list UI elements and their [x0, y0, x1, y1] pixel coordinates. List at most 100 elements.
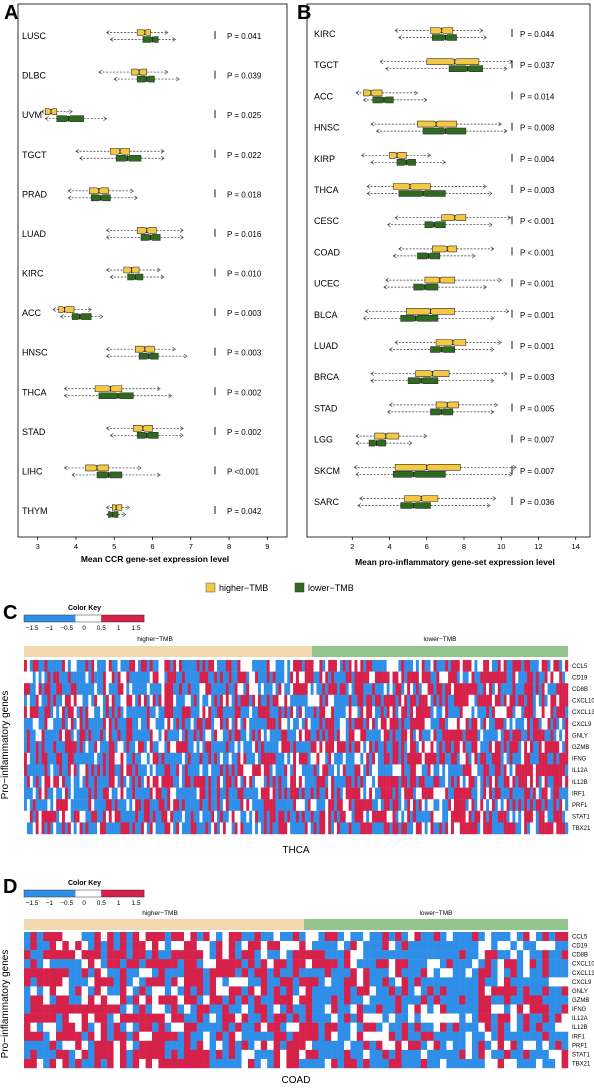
heatmap-cell [105, 660, 110, 672]
heatmap-cell [152, 729, 156, 742]
heatmap-cell [208, 660, 212, 672]
p-value-label: P = 0.004 [520, 155, 555, 164]
heatmap-cell [451, 752, 455, 765]
heatmap-cell [305, 968, 313, 978]
category-label: LUAD [314, 341, 339, 351]
higher-tmb-box [394, 214, 512, 221]
heatmap-cell [298, 822, 303, 835]
heatmap-cell [360, 694, 364, 707]
heatmap-cell [478, 986, 485, 996]
heatmap-cell [216, 977, 223, 987]
heatmap-cell [451, 660, 455, 672]
heatmap-cell [547, 694, 551, 707]
heatmap-cell [231, 718, 235, 730]
heatmap-cell [70, 683, 74, 695]
whisker-cap-high [156, 472, 161, 478]
heatmap-cell [56, 729, 60, 742]
heatmap-cell [139, 1058, 146, 1069]
heatmap-cell [68, 1022, 76, 1032]
heatmap-cell [383, 741, 387, 753]
heatmap-cell [562, 764, 566, 777]
heatmap-cell [35, 706, 39, 719]
heatmap-cell [62, 1004, 69, 1014]
heatmap-cell [529, 1022, 537, 1032]
heatmap-cell [369, 995, 377, 1005]
heatmap-cell [292, 1013, 300, 1023]
heatmap-cell [53, 660, 57, 672]
heatmap-cell [287, 810, 291, 823]
heatmap-cell [477, 741, 481, 753]
higher-tmb-box [388, 401, 499, 409]
heatmap-cell [184, 822, 188, 835]
heatmap-cell [305, 1049, 313, 1060]
category-label: LUSC [22, 31, 47, 41]
heatmap-cell [486, 718, 490, 730]
heatmap-cell [544, 752, 548, 765]
heatmap-cell [427, 706, 431, 719]
heatmap-cell [143, 764, 148, 777]
heatmap-cell [30, 1022, 37, 1032]
heatmap-cell [94, 752, 98, 765]
heatmap-cell [100, 1022, 108, 1032]
heatmap-cell [43, 995, 50, 1005]
heatmap-cell [196, 660, 200, 672]
heatmap-cell [366, 694, 370, 707]
heatmap-cell [354, 799, 358, 811]
heatmap-cell [152, 787, 156, 800]
heatmap-cell [382, 977, 389, 987]
heatmap-cell [489, 741, 493, 753]
heatmap-cell [132, 1040, 140, 1051]
heatmap-cell [486, 741, 490, 753]
heatmap-cell [304, 741, 308, 753]
heatmap-cell [196, 986, 204, 996]
heatmap-cell [506, 752, 510, 765]
heatmap-cell [76, 810, 80, 823]
heatmap-cell [284, 822, 288, 835]
heatmap-cell [260, 950, 268, 960]
heatmap-cell [561, 1040, 569, 1051]
heatmap-cell [32, 741, 36, 753]
heatmap-cell [556, 799, 560, 811]
heatmap-cell [64, 776, 69, 788]
heatmap-cell [452, 1040, 460, 1051]
heatmap-cell [451, 706, 455, 719]
heatmap-cell [550, 799, 554, 811]
heatmap-cell [504, 1004, 511, 1014]
heatmap-cell [94, 799, 98, 811]
heatmap-cell [459, 683, 463, 695]
heatmap-cell [337, 959, 345, 969]
heatmap-cell [132, 694, 136, 707]
heatmap-cell [433, 932, 441, 942]
heatmap-cell [94, 718, 98, 730]
heatmap-cell [313, 660, 317, 672]
heatmap-cell [190, 694, 194, 707]
heatmap-cell [284, 764, 288, 777]
whisker-cap-high [160, 156, 165, 161]
heatmap-cell [324, 941, 332, 951]
heatmap-cell [272, 799, 276, 811]
gene-label: CXCL10 [572, 962, 594, 968]
heatmap-cell [100, 752, 104, 765]
heatmap-cell [249, 822, 253, 835]
heatmap-cell [442, 764, 446, 777]
heatmap-cell [318, 1040, 325, 1051]
panel-d-lower-band [304, 919, 568, 930]
heatmap-cell [440, 977, 447, 987]
heatmap-cell [158, 1040, 165, 1051]
heatmap-cell [497, 959, 505, 969]
heatmap-cell [374, 729, 379, 742]
heatmap-cell [395, 671, 399, 684]
heatmap-cell [523, 1049, 530, 1060]
heatmap-cell [468, 718, 472, 730]
heatmap-cell [483, 671, 487, 684]
box-body [58, 306, 75, 313]
heatmap-cell [190, 950, 197, 960]
heatmap-cell [483, 718, 487, 730]
heatmap-cell [82, 810, 86, 823]
heatmap-cell [97, 764, 101, 777]
heatmap-cell [269, 822, 273, 835]
whisker-cap-high [122, 512, 127, 517]
heatmap-cell [237, 729, 241, 742]
heatmap-cell [345, 810, 349, 823]
heatmap-cell [228, 1004, 236, 1014]
